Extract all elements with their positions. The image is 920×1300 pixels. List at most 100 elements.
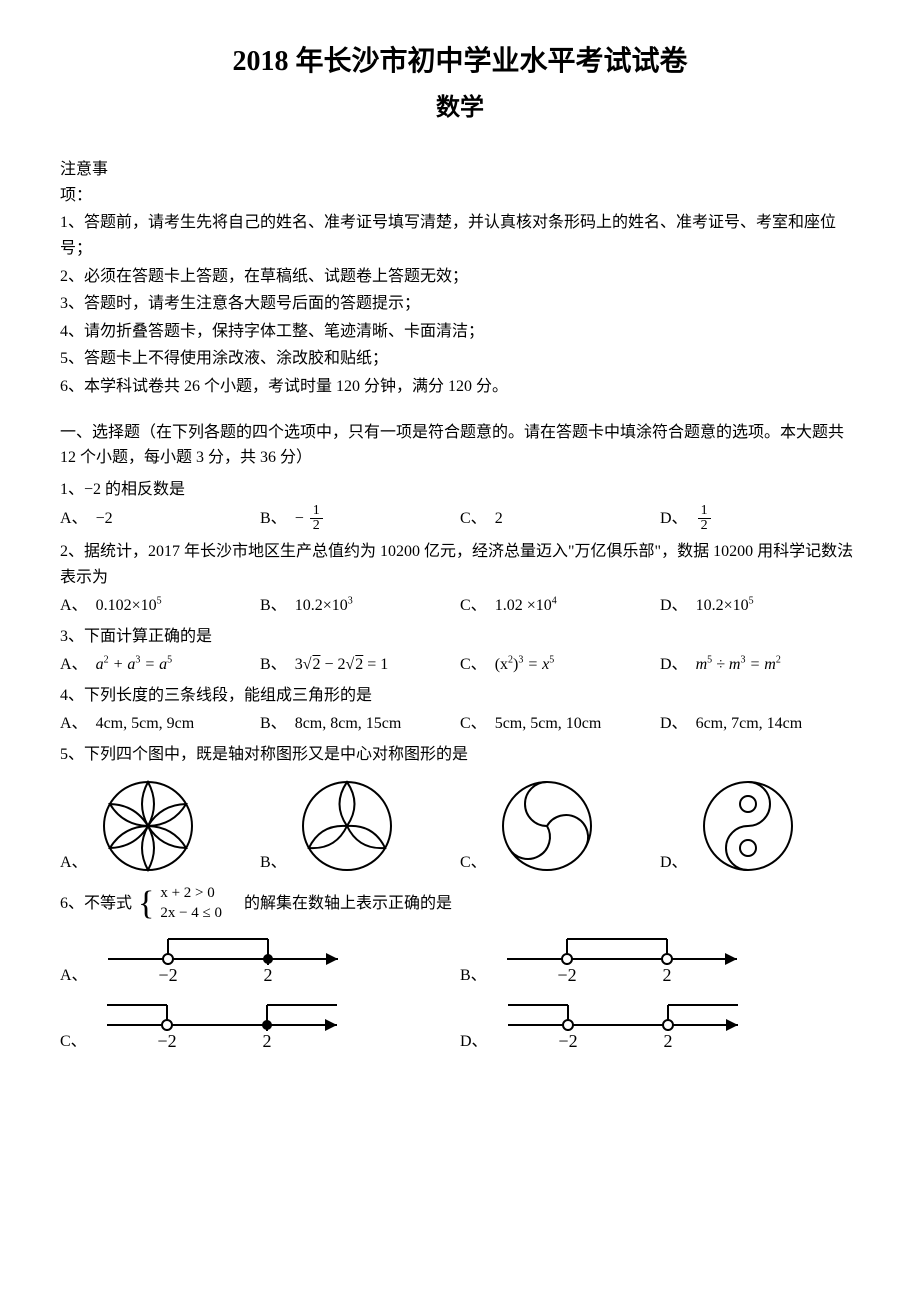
triskelion-icon [497,776,597,876]
notice-heading-2: 项： [60,183,860,209]
q3-options: A、 a2 + a3 = a5 B、 3√2 − 2√2 = 1 C、 (x2)… [60,652,860,678]
svg-text:2: 2 [263,965,272,985]
q1-opt-a: A、 −2 [60,506,260,532]
exam-title: 2018 年长沙市初中学业水平考试试卷 [60,40,860,85]
opt-label: C、 [460,506,487,532]
q5-opt-b: B、 [260,776,460,876]
opt-label: B、 [260,850,287,876]
q2-opt-b: B、 10.2×103 [260,593,460,619]
q2-stem: 2、据统计，2017 年长沙市地区生产总值约为 10200 亿元，经济总量迈入"… [60,539,860,590]
neg-sign: − [295,506,304,532]
opt-value: 2 [495,506,503,532]
sys-bot: 2x − 4 ≤ 0 [160,904,222,924]
q4-opt-c: C、 5cm, 5cm, 10cm [460,711,660,737]
opt-label: A、 [60,711,88,737]
q4-opt-d: D、 6cm, 7cm, 14cm [660,711,860,737]
q4-stem: 4、下列长度的三条线段，能组成三角形的是 [60,683,860,709]
opt-label: C、 [60,1029,87,1055]
q6-row-cd: C、 −2 2 D、 −2 2 [60,995,860,1055]
opt-label: C、 [460,850,487,876]
number-line-b-icon: −2 2 [497,929,757,989]
notice-6: 6、本学科试卷共 26 个小题，考试时量 120 分钟，满分 120 分。 [60,374,860,400]
svg-text:−2: −2 [557,965,576,985]
opt-label: B、 [260,593,287,619]
svg-text:−2: −2 [157,1031,176,1051]
q2-opt-a: A、 0.102×105 [60,593,260,619]
yinyang-icon [698,776,798,876]
q1-stem: 1、−2 的相反数是 [60,477,860,503]
inequality-system: x + 2 > 0 2x − 4 ≤ 0 [160,884,222,923]
q3-opt-a: A、 a2 + a3 = a5 [60,652,260,678]
opt-label: B、 [460,963,487,989]
opt-label: B、 [260,652,287,678]
svg-text:2: 2 [662,965,671,985]
q5-figures: A、 B、 C、 [60,776,860,876]
sys-top: x + 2 > 0 [160,884,222,904]
q4-opt-b: B、8cm, 8cm, 15cm [260,711,460,737]
section-1-heading: 一、选择题（在下列各题的四个选项中，只有一项是符合题意的。请在答题卡中填涂符合题… [60,420,860,471]
fraction: 1 2 [698,504,711,533]
q5-opt-d: D、 [660,776,860,876]
number-line-d-icon: −2 2 [498,995,758,1055]
q6-row-ab: A、 −2 2 B、 −2 2 [60,929,860,989]
opt-value: 1.02 ×104 [495,593,557,619]
flower-6petal-icon [98,776,198,876]
q3-opt-b: B、 3√2 − 2√2 = 1 [260,652,460,678]
opt-value: 0.102×105 [96,593,162,619]
q1-options: A、 −2 B、 − 1 2 C、 2 D、 1 2 [60,504,860,533]
opt-label: A、 [60,850,88,876]
opt-value: (x2)3 = x5 [495,652,555,678]
q6-opt-a: A、 −2 2 [60,929,460,989]
denominator: 2 [310,519,323,533]
opt-label: D、 [660,652,688,678]
notice-2: 2、必须在答题卡上答题，在草稿纸、试题卷上答题无效； [60,264,860,290]
opt-label: C、 [460,652,487,678]
opt-value: 3√2 − 2√2 = 1 [295,652,389,678]
opt-value: 10.2×103 [295,593,353,619]
opt-label: A、 [60,963,88,989]
opt-label: D、 [660,711,688,737]
notice-5: 5、答题卡上不得使用涂改液、涂改胶和贴纸； [60,346,860,372]
notice-1: 1、答题前，请考生先将自己的姓名、准考证号填写清楚，并认真核对条形码上的姓名、准… [60,210,860,261]
q4-opt-a: A、4cm, 5cm, 9cm [60,711,260,737]
q3-stem: 3、下面计算正确的是 [60,624,860,650]
opt-label: C、 [460,711,487,737]
opt-label: A、 [60,593,88,619]
q6-opt-b: B、 −2 2 [460,929,860,989]
denominator: 2 [698,519,711,533]
q1-opt-c: C、 2 [460,506,660,532]
opt-value: 6cm, 7cm, 14cm [696,711,803,737]
numerator: 1 [698,504,711,519]
svg-text:−2: −2 [158,965,177,985]
brace-icon: { [138,887,154,921]
q2-options: A、 0.102×105 B、 10.2×103 C、 1.02 ×104 D、… [60,593,860,619]
notice-4: 4、请勿折叠答题卡，保持字体工整、笔迹清晰、卡面清洁； [60,319,860,345]
q6-stem: 6、不等式 { x + 2 > 0 2x − 4 ≤ 0 的解集在数轴上表示正确… [60,884,860,923]
q3-opt-c: C、 (x2)3 = x5 [460,652,660,678]
opt-label: D、 [660,850,688,876]
fraction: 1 2 [310,504,323,533]
opt-value: 8cm, 8cm, 15cm [295,711,402,737]
opt-value: 5cm, 5cm, 10cm [495,711,602,737]
opt-value: a2 + a3 = a5 [96,652,173,678]
q2-opt-c: C、 1.02 ×104 [460,593,660,619]
number-line-a-icon: −2 2 [98,929,358,989]
q6-opt-c: C、 −2 2 [60,995,460,1055]
q4-options: A、4cm, 5cm, 9cm B、8cm, 8cm, 15cm C、 5cm, … [60,711,860,737]
opt-label: D、 [460,1029,488,1055]
flower-3petal-icon [297,776,397,876]
opt-label: D、 [660,593,688,619]
opt-label: C、 [460,593,487,619]
q5-stem: 5、下列四个图中，既是轴对称图形又是中心对称图形的是 [60,742,860,768]
numerator: 1 [310,504,323,519]
svg-text:2: 2 [262,1031,271,1051]
opt-value: m5 ÷ m3 = m2 [696,652,781,678]
q3-opt-d: D、 m5 ÷ m3 = m2 [660,652,860,678]
q6-opt-d: D、 −2 2 [460,995,860,1055]
q1-opt-b: B、 − 1 2 [260,504,460,533]
notice-heading-1: 注意事 [60,157,860,183]
opt-label: B、 [260,506,287,532]
q6-stem-post: 的解集在数轴上表示正确的是 [244,891,452,917]
q5-opt-c: C、 [460,776,660,876]
q2-opt-d: D、 10.2×105 [660,593,860,619]
